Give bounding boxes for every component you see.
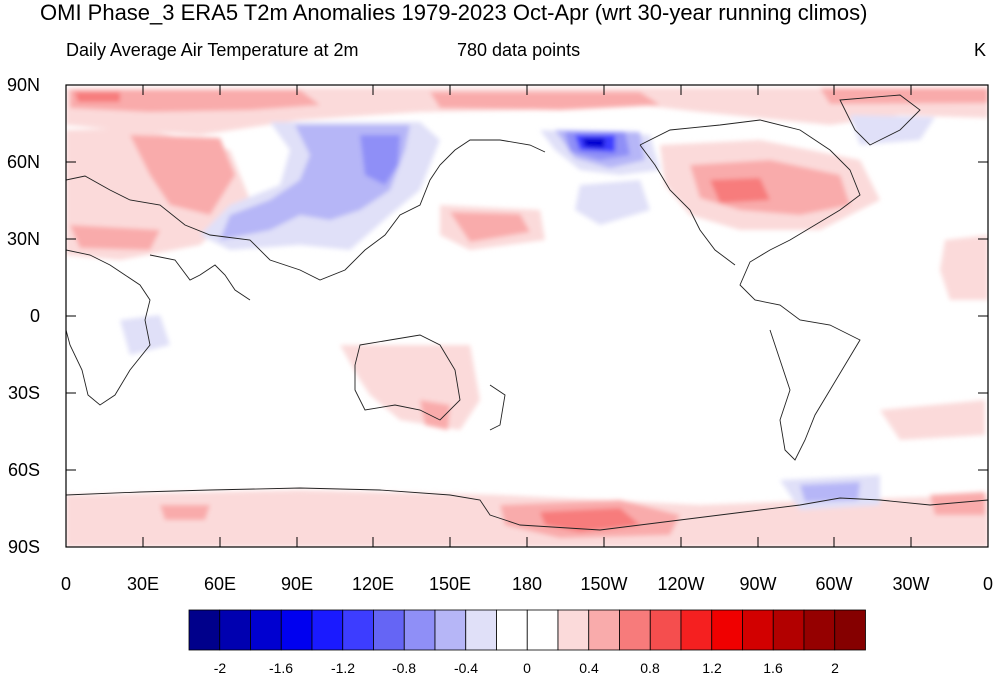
ross-sea-warm-strong [540, 508, 640, 532]
colorbar-box [711, 609, 743, 651]
colorbar-label: 0 [523, 660, 531, 676]
peninsula-cool-medium [800, 482, 860, 502]
russia-warm-medium [130, 135, 235, 215]
arctic-warm-strong [75, 92, 120, 102]
colorbar-box [311, 609, 344, 651]
colorbar-box [465, 609, 497, 651]
lon-label-30w: 30W [892, 574, 930, 594]
lat-label-90s: 90S [7, 537, 40, 557]
lon-label-60e: 60E [203, 574, 237, 594]
colorbar-box [803, 609, 836, 651]
colorbar-label: 0.8 [640, 660, 660, 676]
colorbar-box [742, 609, 774, 651]
sahara-warm-medium [70, 225, 160, 250]
colorbar-box [588, 609, 620, 651]
south-atlantic-warm-light [880, 400, 985, 440]
arctic-warm-medium-3 [820, 88, 988, 104]
colorbar-box [373, 609, 405, 651]
lat-label-90n: 90N [6, 75, 40, 95]
units-label: K [974, 40, 987, 60]
colorbar-box [619, 609, 651, 651]
weddell-warm-medium [930, 492, 985, 515]
colorbar-box [342, 609, 374, 651]
antarctic-warm-medium [160, 505, 210, 520]
colorbar-box [280, 609, 313, 651]
colorbar-box [557, 609, 590, 651]
lat-label-30n: 30N [6, 229, 40, 249]
colorbar-label: -0.8 [391, 660, 417, 676]
lon-label-150e: 150E [428, 574, 472, 594]
greenland-cool-light [850, 115, 935, 145]
lon-label-150w: 150W [580, 574, 628, 594]
colorbar-box [188, 609, 221, 651]
colorbar-box [526, 609, 559, 651]
arctic-warm-medium [70, 90, 320, 112]
colorbar-label: 2 [831, 660, 839, 676]
arctic-warm-medium-2 [430, 92, 660, 110]
figure-title: OMI Phase_3 ERA5 T2m Anomalies 1979-2023… [40, 0, 868, 25]
lat-label-60s: 60S [7, 460, 40, 480]
colorbar-label: -0.4 [453, 660, 479, 676]
colorbar-box [496, 609, 528, 651]
colorbar-label: 0.4 [579, 660, 599, 676]
africa-cool-light [120, 315, 170, 355]
left-subtitle: Daily Average Air Temperature at 2m [66, 40, 359, 60]
anomaly-field [66, 88, 988, 547]
colorbar-label: 1.6 [763, 660, 783, 676]
colorbar-label: -1.2 [330, 660, 356, 676]
canada-warm-strong [710, 178, 770, 203]
colorbar-label: -2 [213, 660, 227, 676]
lat-label-60n: 60N [6, 152, 40, 172]
colorbar-box [434, 609, 467, 651]
lon-ticks [142, 85, 912, 547]
lon-label-90w: 90W [739, 574, 777, 594]
colorbar-box [403, 609, 436, 651]
lon-label-180: 180 [511, 574, 543, 594]
lon-label-0-east: 0 [982, 574, 993, 594]
alaska-cool-peak [582, 138, 605, 148]
atlantic-warm-light [940, 235, 988, 300]
colorbar-box [250, 609, 282, 651]
colorbar-box [680, 609, 713, 651]
center-subtitle: 780 data points [457, 40, 581, 60]
lon-label-120e: 120E [351, 574, 395, 594]
gulf-alaska-cool-light [575, 180, 650, 225]
colorbar-label: 1.2 [702, 660, 722, 676]
lon-label-60w: 60W [815, 574, 853, 594]
lat-ticks [66, 84, 988, 548]
colorbar-label: -1.6 [268, 660, 294, 676]
coastlines [66, 94, 988, 531]
lon-label-30e: 30E [126, 574, 160, 594]
siberia-cool-strong [360, 135, 400, 185]
lon-label-90e: 90E [280, 574, 314, 594]
lon-label-120w: 120W [657, 574, 705, 594]
colorbar-box [772, 609, 805, 651]
colorbar-box [649, 609, 682, 651]
colorbar-box [834, 609, 866, 651]
australia-warm-medium [420, 400, 450, 430]
colorbar [188, 609, 866, 651]
pacific-warm-medium [450, 212, 530, 242]
lat-label-0: 0 [29, 306, 40, 326]
lat-label-30s: 30S [7, 383, 40, 403]
lon-label-0: 0 [60, 574, 71, 594]
colorbar-box [219, 609, 251, 651]
